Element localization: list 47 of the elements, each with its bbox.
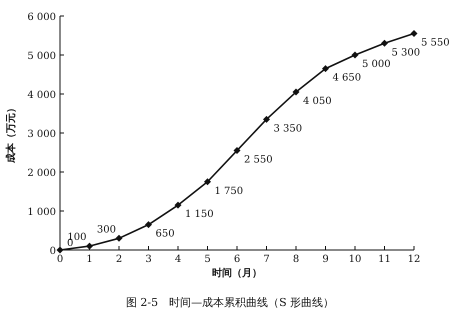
caption: 图 2-5 时间—成本累积曲线（S 形曲线） [126, 296, 334, 309]
point [322, 65, 329, 72]
y-tick-label: 4 000 [27, 90, 56, 101]
data-label: 2 550 [244, 154, 273, 166]
x-tick-label: 2 [116, 254, 122, 265]
y-tick-label: 5 000 [27, 51, 56, 62]
x-tick-label: 11 [378, 254, 391, 265]
x-tick-label: 0 [56, 254, 64, 265]
data-label: 1 150 [185, 209, 214, 220]
data-label: 4 050 [303, 96, 332, 108]
x-tick-label: 7 [263, 254, 270, 265]
data-label: 5 550 [421, 38, 450, 49]
data-label: 5 000 [362, 59, 391, 70]
y-tick-label: 2 000 [27, 168, 56, 179]
x-tick-label: 3 [145, 254, 152, 265]
x-tick-label: 6 [234, 254, 240, 265]
x-axis-title: 时间（月） [212, 267, 262, 279]
y-tick-label: 1 000 [27, 207, 56, 218]
point [381, 40, 388, 47]
point [86, 242, 93, 250]
point [116, 234, 122, 242]
x-tick-label: 4 [174, 254, 182, 265]
data-label: 650 [156, 228, 175, 240]
y-tick-label: 6 000 [27, 12, 56, 23]
x-tick-label: 5 [204, 254, 211, 265]
data-label: 300 [96, 224, 116, 236]
point [292, 88, 300, 96]
x-tick-label: 8 [292, 254, 300, 265]
data-label: 3 350 [274, 123, 302, 134]
x-tick-label: 12 [408, 254, 420, 265]
x-tick-label: 10 [348, 254, 362, 265]
data-label: 5 300 [392, 47, 420, 58]
y-axis-title: 成本（万元） [5, 103, 17, 164]
x-tick-label: 9 [322, 254, 329, 265]
y-tick-label: 3 000 [27, 129, 56, 140]
x-tick-label: 1 [86, 254, 93, 265]
point [410, 30, 418, 38]
data-label: 1 750 [214, 186, 244, 197]
point [145, 221, 152, 228]
point [174, 202, 182, 209]
y-tick-label: 0 [50, 246, 56, 257]
point [56, 246, 64, 254]
point [204, 178, 211, 186]
point [234, 147, 240, 154]
point [352, 52, 358, 58]
data-label: 4 650 [332, 72, 362, 84]
point [263, 116, 270, 123]
